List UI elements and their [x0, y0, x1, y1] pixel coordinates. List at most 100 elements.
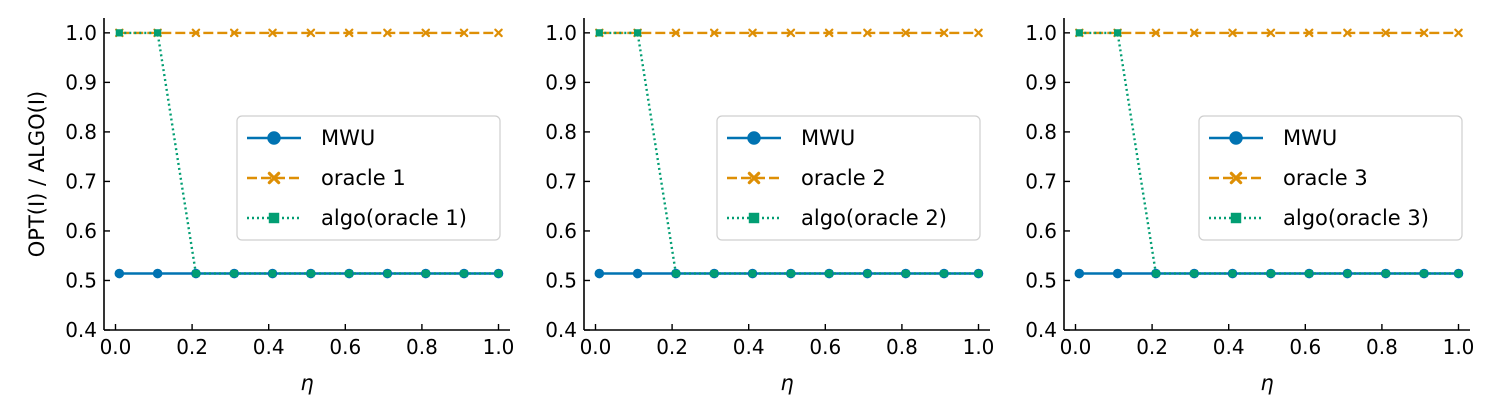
legend-marker	[267, 131, 281, 145]
series-oracle-1	[115, 28, 503, 38]
data-point	[1151, 28, 1161, 38]
data-point	[1382, 269, 1390, 278]
data-point	[421, 28, 431, 38]
x-tick-label: 0.8	[886, 335, 918, 359]
x-tick-label: 0.2	[1136, 335, 1168, 359]
y-tick-label: 0.5	[65, 268, 97, 292]
y-tick-label: 0.8	[1025, 120, 1057, 144]
x-tick-label: 0.8	[406, 335, 438, 359]
data-point	[974, 269, 983, 278]
legend-marker	[268, 212, 280, 224]
series-oracle-3	[1075, 28, 1463, 38]
data-point	[672, 269, 680, 278]
data-point	[940, 269, 948, 278]
data-point	[710, 269, 718, 278]
data-point	[825, 269, 833, 278]
y-tick-label: 0.9	[1025, 70, 1057, 94]
legend-label: MWU	[321, 126, 375, 150]
legend-label: algo(oracle 1)	[321, 206, 467, 230]
legend: MWU oracle 2 algo(oracle 2)	[716, 115, 981, 241]
data-point	[748, 269, 757, 278]
data-point	[1343, 28, 1352, 38]
data-point	[1228, 28, 1237, 38]
x-tick-label: 1.0	[963, 335, 995, 359]
x-axis-label: η	[780, 371, 793, 395]
data-point	[1112, 268, 1123, 279]
y-axis-label: OPT(I) / ALGO(I)	[25, 91, 49, 257]
legend-box	[236, 115, 501, 241]
y-tick-label: 0.7	[545, 169, 577, 193]
data-point	[1075, 29, 1083, 37]
data-point	[460, 269, 468, 278]
data-point	[863, 269, 872, 278]
data-point	[422, 269, 430, 278]
data-point	[1152, 269, 1160, 278]
data-point	[1266, 28, 1276, 38]
data-point	[383, 269, 392, 278]
legend-box	[716, 115, 981, 241]
data-point	[709, 28, 719, 38]
y-tick-label: 0.8	[545, 120, 577, 144]
x-axis-label: η	[1260, 371, 1273, 395]
x-tick-label: 0.4	[253, 335, 285, 359]
x-axis-label: η	[300, 371, 313, 395]
data-point	[191, 28, 201, 38]
series-algo-oracle-1-	[115, 29, 503, 278]
series-oracle-2	[595, 28, 983, 38]
legend-box	[1198, 115, 1463, 241]
x-tick-label: 0.4	[733, 335, 765, 359]
y-tick-label: 1.0	[545, 21, 577, 45]
data-point	[1304, 28, 1314, 38]
legend-marker	[747, 171, 761, 185]
data-point	[1190, 269, 1198, 278]
data-point	[268, 28, 277, 38]
x-tick-label: 0.6	[329, 335, 361, 359]
x-tick-label: 0.6	[1289, 335, 1321, 359]
chart-panel-3: 0.0 0.2 0.4 0.6 0.8 1.0 0.4 0.5 0.6 0.7 0.8 0.9 1.0 η…	[1025, 18, 1474, 395]
data-point	[1228, 269, 1237, 278]
legend-label: algo(oracle 3)	[1283, 206, 1429, 230]
data-point	[1419, 28, 1429, 38]
data-point	[1454, 269, 1463, 278]
legend-marker	[747, 131, 761, 145]
data-point	[345, 269, 353, 278]
data-point	[306, 28, 316, 38]
data-point	[192, 269, 200, 278]
data-point	[1114, 29, 1122, 37]
legend-label: MWU	[1283, 126, 1337, 150]
x-tick-label: 0.0	[580, 335, 612, 359]
legend-label: MWU	[801, 126, 855, 150]
data-point	[1267, 269, 1275, 278]
y-tick-label: 1.0	[65, 21, 97, 45]
legend-entry: algo(oracle 2)	[727, 206, 947, 230]
y-tick-label: 0.7	[1025, 169, 1057, 193]
legend-marker	[1229, 131, 1243, 145]
data-point	[595, 29, 603, 37]
data-point	[939, 28, 949, 38]
data-point	[632, 268, 643, 279]
data-point	[229, 28, 239, 38]
data-point	[902, 269, 910, 278]
legend-label: algo(oracle 2)	[801, 206, 947, 230]
y-tick-label: 1.0	[1025, 21, 1057, 45]
legend-marker	[1230, 212, 1242, 224]
data-point	[494, 28, 503, 38]
legend-entry: oracle 1	[247, 166, 406, 190]
data-point	[863, 28, 872, 38]
legend-marker	[1229, 171, 1243, 185]
y-tick-label: 0.6	[65, 219, 97, 243]
data-point	[824, 28, 834, 38]
data-point	[1420, 269, 1428, 278]
data-point	[634, 29, 642, 37]
y-tick-label: 0.6	[545, 219, 577, 243]
x-tick-label: 0.0	[100, 335, 132, 359]
data-point	[114, 268, 125, 279]
data-point	[268, 269, 277, 278]
data-point	[1305, 269, 1313, 278]
data-point	[1454, 28, 1463, 38]
data-point	[154, 29, 162, 37]
data-point	[901, 28, 911, 38]
legend-entry: algo(oracle 3)	[1209, 206, 1429, 230]
y-tick-label: 0.5	[545, 268, 577, 292]
x-tick-label: 0.2	[656, 335, 688, 359]
